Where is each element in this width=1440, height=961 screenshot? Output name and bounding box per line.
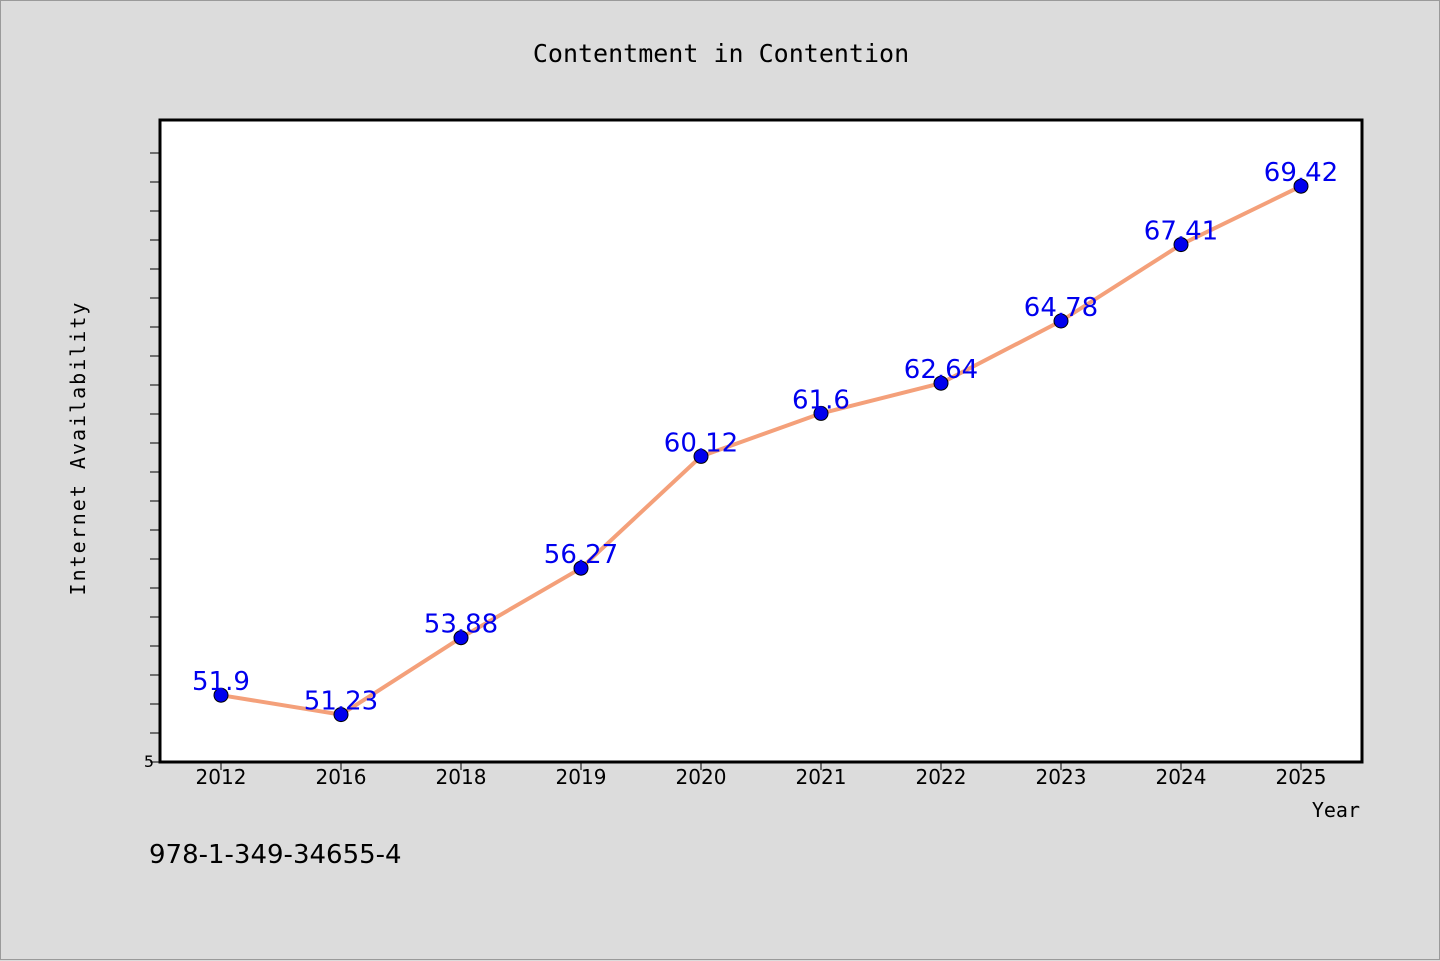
series-line [219, 184, 1303, 717]
data-label: 53.88 [424, 610, 498, 640]
data-point [1053, 313, 1069, 329]
x-axis-ticks [220, 762, 1302, 770]
x-tick-labels: 2012 2016 2018 2019 2020 2021 2022 2023 2024 2025 [196, 765, 1327, 789]
data-point [573, 560, 589, 576]
x-tick-label: 2020 [676, 765, 727, 789]
data-label: 56.27 [544, 540, 618, 570]
data-label: 51.9 [192, 667, 250, 697]
y-tick-label: 5 [144, 752, 154, 771]
data-point [813, 405, 829, 421]
data-label: 67.41 [1144, 217, 1218, 247]
chart-title: Contentment in Contention [533, 39, 909, 68]
data-points [213, 178, 1309, 723]
data-point [933, 375, 949, 391]
x-tick-label: 2025 [1276, 765, 1327, 789]
plot-area [158, 118, 1364, 764]
x-axis-label: Year [1312, 798, 1360, 822]
x-tick-label: 2019 [556, 765, 607, 789]
data-labels: 51.9 51.23 53.88 56.27 60.12 61.6 62.64 64.78 67… [192, 158, 1338, 716]
footer-text: 978-1-349-34655-4 [149, 840, 402, 870]
x-tick-label: 2023 [1036, 765, 1087, 789]
data-point [693, 448, 709, 464]
data-label: 61.6 [792, 385, 850, 415]
x-tick-label: 2016 [316, 765, 367, 789]
data-label: 64.78 [1024, 293, 1098, 323]
data-point [1173, 237, 1189, 253]
x-tick-label: 2021 [796, 765, 847, 789]
data-point [213, 687, 229, 703]
y-axis-ticks [150, 152, 160, 763]
x-tick-label: 2018 [436, 765, 487, 789]
x-tick-label: 2012 [196, 765, 247, 789]
data-point [453, 630, 469, 646]
data-label: 51.23 [304, 687, 378, 717]
y-axis-label: Internet Availability [66, 301, 90, 596]
x-tick-label: 2022 [916, 765, 967, 789]
data-label: 69.42 [1264, 158, 1338, 188]
x-tick-label: 2024 [1156, 765, 1207, 789]
data-point [1293, 178, 1309, 194]
data-label: 62.64 [904, 355, 978, 385]
data-point [333, 707, 349, 723]
data-label: 60.12 [664, 428, 738, 458]
